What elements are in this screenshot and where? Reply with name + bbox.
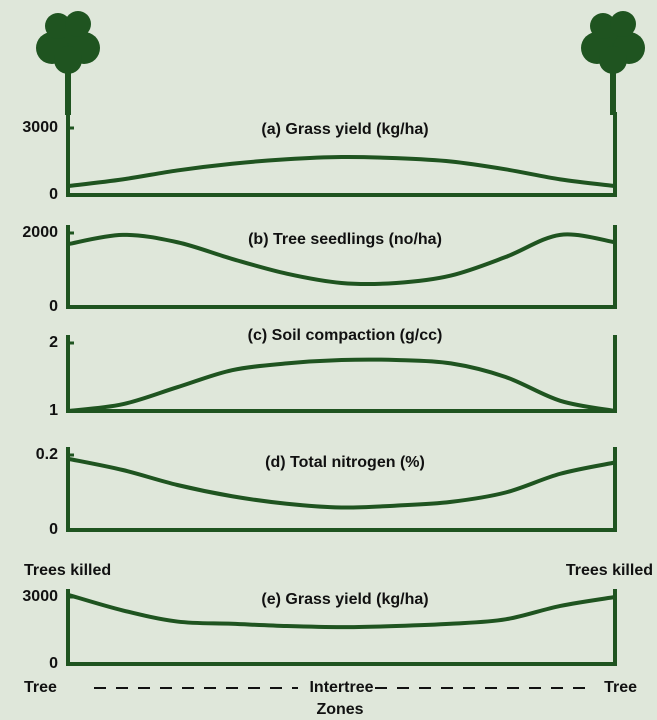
annotation: Trees killed [24,562,111,579]
y-tick-label: 1 [49,402,58,419]
panel-title: (a) Grass yield (kg/ha) [261,121,428,138]
panel-title: (c) Soil compaction (g/cc) [248,327,443,344]
y-tick-label: 3000 [22,119,58,136]
x-axis-title: Zones [316,701,363,718]
annotation: Trees killed [566,562,653,579]
panel-title: (d) Total nitrogen (%) [265,454,425,471]
y-tick-label: 0 [49,186,58,203]
y-tick-label: 2 [49,334,58,351]
y-tick-label: 0 [49,298,58,315]
y-tick-label: 3000 [22,588,58,605]
y-tick-label: 0.2 [36,446,58,463]
x-tick-label: Tree [604,679,637,696]
x-tick-label: Tree [24,679,57,696]
figure: (a) Grass yield (kg/ha) 0 3000 (b) Tree see… [0,0,657,720]
panel-title: (b) Tree seedlings (no/ha) [248,231,442,248]
y-tick-label: 2000 [22,224,58,241]
y-tick-label: 0 [49,655,58,672]
x-tick-label: Intertree [309,679,373,696]
y-tick-label: 0 [49,521,58,538]
panel-title: (e) Grass yield (kg/ha) [261,591,428,608]
